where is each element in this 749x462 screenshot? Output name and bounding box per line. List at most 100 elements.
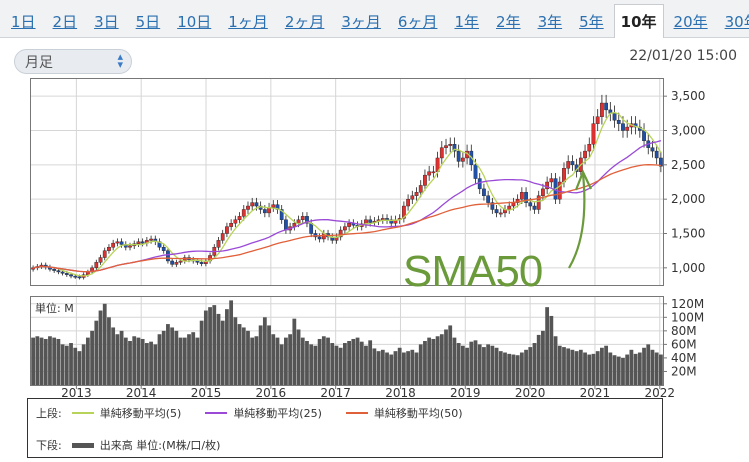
period-tab-bar: 1日 2日 3日 5日 10日 1ヶ月 2ヶ月 3ヶ月 6ヶ月 1年 2年 3年 5年 10年 20年 30年: [0, 0, 749, 38]
candle-body: [98, 257, 103, 263]
tab-period-1[interactable]: 2日: [46, 5, 85, 37]
volume-bar: [490, 345, 495, 385]
candle-body: [616, 119, 621, 124]
volume-bar: [60, 344, 65, 385]
candle-body: [486, 195, 491, 203]
volume-bar: [604, 345, 609, 385]
volume-bar: [229, 300, 234, 385]
candle-body: [642, 130, 646, 142]
volume-bar: [503, 352, 507, 385]
legend-upper-label: 上段:: [36, 407, 62, 420]
volume-bar: [595, 351, 600, 385]
volume-bar: [486, 344, 491, 385]
volume-tick-label: 40M: [671, 351, 697, 365]
tab-period-label: 10年: [620, 13, 657, 31]
tab-period-11[interactable]: 3年: [531, 5, 570, 37]
volume-bar: [545, 307, 550, 385]
candle-body: [246, 205, 250, 210]
volume-bar: [385, 352, 389, 385]
tab-period-13[interactable]: 10年: [613, 4, 664, 38]
volume-bar: [338, 347, 343, 385]
volume-bar: [153, 344, 158, 385]
candle-body: [431, 171, 436, 174]
tab-period-9[interactable]: 1年: [447, 5, 486, 37]
volume-bar: [646, 344, 651, 385]
legend-item-sma5: 単純移動平均(5): [62, 405, 181, 421]
volume-bar: [292, 318, 297, 385]
tab-period-0[interactable]: 1日: [4, 5, 43, 37]
volume-bar: [654, 352, 659, 385]
price-tick-label: 3,500: [671, 89, 705, 103]
chart-legend: 上段: 単純移動平均(5) 単純移動平均(25) 単純移動平均(50) 下段: …: [27, 398, 663, 458]
candle-body: [233, 219, 238, 224]
tab-period-15[interactable]: 30年: [718, 5, 749, 37]
legend-swatch-sma5: [71, 412, 94, 414]
candle-body: [587, 144, 592, 152]
candle-body: [650, 147, 655, 152]
tab-period-6[interactable]: 2ヶ月: [278, 5, 332, 37]
volume-bar: [406, 351, 410, 385]
volume-bar: [343, 343, 347, 385]
annotation-arrow-head: [574, 169, 592, 191]
tab-period-3[interactable]: 5日: [129, 5, 168, 37]
volume-bar: [439, 334, 444, 385]
volume-bar: [102, 303, 107, 385]
volume-bar: [178, 337, 183, 385]
volume-bar: [347, 341, 351, 385]
candle-body: [385, 218, 389, 220]
volume-bar: [279, 344, 284, 385]
volume-bar: [43, 338, 48, 385]
candle-body: [498, 212, 503, 215]
volume-bar: [241, 327, 246, 385]
candle-body: [77, 276, 82, 279]
candle-body: [541, 188, 545, 196]
volume-bar: [144, 343, 149, 385]
volume-bar: [170, 327, 175, 385]
volume-bar: [528, 347, 533, 385]
volume-bar: [612, 355, 617, 385]
price-tick-label: 2,500: [671, 158, 705, 172]
volume-bar: [444, 329, 448, 385]
volume-bar: [296, 329, 301, 385]
annotation-arrow-shaft: [568, 173, 586, 269]
candle-body: [271, 204, 276, 208]
x-tick-label: 2022: [644, 386, 675, 400]
tab-period-12[interactable]: 5年: [572, 5, 611, 37]
volume-bar: [427, 337, 432, 385]
tab-period-8[interactable]: 6ヶ月: [391, 5, 445, 37]
tab-period-10[interactable]: 2年: [489, 5, 528, 37]
price-tick-label: 1,000: [671, 261, 705, 275]
tab-period-label: 2日: [52, 13, 78, 31]
volume-bar: [355, 337, 360, 385]
timeframe-select[interactable]: 月足 ▴ ▾: [14, 49, 132, 74]
candle-body: [477, 178, 482, 190]
candle-body: [115, 241, 120, 244]
candle-body: [612, 113, 617, 121]
volume-bar: [317, 338, 322, 385]
volume-bar: [237, 324, 242, 385]
tab-period-14[interactable]: 20年: [667, 5, 715, 37]
candle-body: [166, 250, 170, 262]
volume-bar: [330, 343, 335, 385]
volume-bar: [334, 345, 339, 385]
volume-bar: [583, 352, 587, 385]
volume-bar: [482, 347, 486, 385]
volume-bar: [115, 334, 120, 385]
volume-bar: [659, 354, 663, 385]
volume-bar: [515, 355, 520, 385]
candle-body: [241, 209, 246, 217]
x-tick-label: 2019: [450, 386, 481, 400]
candle-body: [507, 205, 512, 210]
volume-bar: [136, 337, 141, 385]
tab-period-7[interactable]: 3ヶ月: [334, 5, 388, 37]
tab-period-label: 1年: [454, 13, 480, 31]
tab-period-2[interactable]: 3日: [87, 5, 126, 37]
candle-body: [389, 219, 394, 224]
tab-period-5[interactable]: 1ヶ月: [221, 5, 275, 37]
candle-body: [625, 126, 630, 131]
tab-period-4[interactable]: 10日: [170, 5, 218, 37]
volume-bar: [94, 320, 99, 385]
volume-bar: [469, 341, 474, 385]
candle-body: [199, 262, 204, 264]
